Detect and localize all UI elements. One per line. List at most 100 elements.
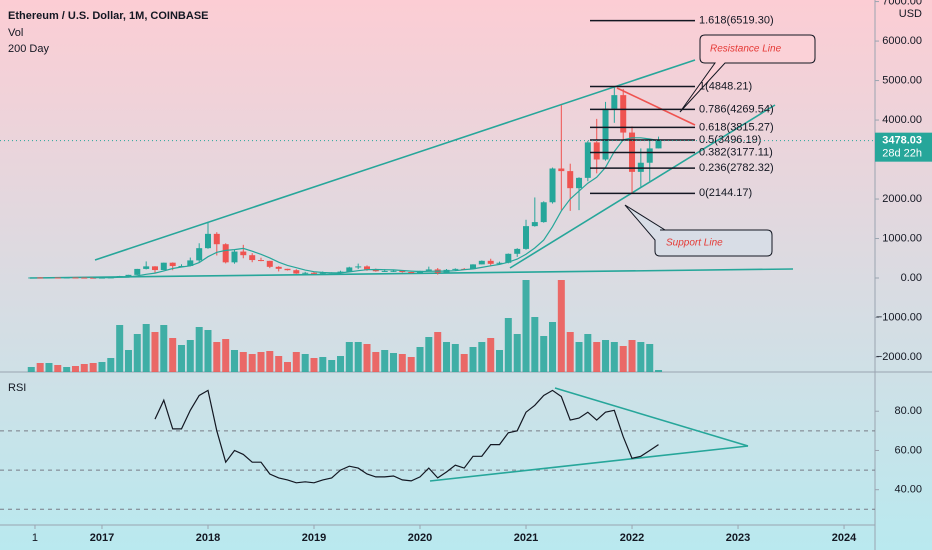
- volume-bar: [610, 342, 618, 372]
- volume-bar: [124, 350, 132, 372]
- volume-bar: [222, 339, 230, 372]
- candle-body: [364, 266, 371, 270]
- candle-body: [231, 251, 238, 263]
- volume-bar: [575, 342, 583, 372]
- candle-body: [478, 260, 485, 265]
- volume-bar: [54, 365, 62, 372]
- rsi-tick-label: 40.00: [894, 484, 922, 496]
- x-tick-label: 2018: [196, 532, 220, 544]
- candle-body: [620, 95, 627, 133]
- fib-label: 0.618(3815.27): [699, 121, 774, 133]
- candle-body: [81, 277, 88, 279]
- candle-body: [470, 264, 477, 270]
- fib-label: 0.5(3496.19): [699, 134, 761, 146]
- candle-body: [45, 277, 52, 279]
- candle-body: [593, 142, 600, 160]
- fib-label: 0.236(2782.32): [699, 162, 774, 174]
- rsi-title: RSI: [8, 382, 26, 394]
- volume-bar: [655, 370, 663, 372]
- volume-bar: [425, 337, 433, 372]
- candle-body: [302, 272, 309, 274]
- candle-body: [523, 226, 530, 249]
- volume-bar: [169, 338, 177, 372]
- price-tag-value: 3478.03: [882, 135, 922, 147]
- candle-body: [187, 260, 194, 266]
- volume-bar: [89, 363, 97, 372]
- volume-bar: [133, 334, 141, 372]
- volume-bar: [71, 366, 79, 372]
- callout-box: [624, 204, 773, 257]
- y-tick-label: 5000.00: [882, 74, 922, 86]
- candle-body: [655, 140, 662, 149]
- y-tick-label: 4000.00: [882, 114, 922, 126]
- candle-body: [240, 251, 247, 256]
- x-tick-label: 2019: [302, 532, 326, 544]
- volume-bar: [177, 345, 185, 372]
- callout-box: [679, 34, 816, 113]
- x-tick-label: 2017: [90, 532, 114, 544]
- rsi-trend-line: [554, 387, 749, 447]
- volume-bar: [36, 363, 44, 372]
- candle-body: [310, 272, 317, 274]
- volume-bar: [381, 350, 389, 372]
- candle-body: [540, 202, 547, 223]
- volume-bar: [451, 344, 459, 372]
- volume-bar: [540, 336, 548, 372]
- legend-volume: Vol: [8, 27, 23, 39]
- volume-bar: [151, 332, 159, 372]
- ma-line: [93, 137, 659, 279]
- x-tick-label: 2024: [832, 532, 857, 544]
- candle-body: [355, 266, 362, 268]
- rsi-line: [154, 389, 659, 484]
- candle-body: [63, 277, 70, 279]
- volume-bar: [142, 324, 150, 372]
- x-tick-label: 2022: [620, 532, 644, 544]
- volume-bar: [328, 360, 336, 372]
- candle-body: [425, 269, 432, 271]
- candle-body: [637, 162, 644, 172]
- candle-body: [584, 142, 591, 178]
- candle-body: [213, 233, 220, 245]
- y-tick-label: 7000.00: [882, 0, 922, 7]
- volume-bar: [460, 354, 468, 372]
- candle-body: [319, 272, 326, 274]
- candle-body: [134, 268, 141, 275]
- candle-body: [222, 244, 229, 263]
- volume-bar: [204, 330, 212, 372]
- volume-bar: [257, 352, 265, 372]
- candle-body: [611, 95, 618, 109]
- candle-body: [72, 277, 79, 279]
- candle-body: [487, 260, 494, 264]
- volume-bar: [230, 350, 238, 372]
- y-tick-label: 2000.00: [882, 193, 922, 205]
- candle-body: [576, 177, 583, 189]
- y-tick-label: 1000.00: [882, 232, 922, 244]
- volume-bar: [416, 347, 424, 372]
- volume-bar: [628, 340, 636, 372]
- trend-line: [29, 268, 794, 279]
- candle-body: [249, 255, 256, 261]
- volume-bar: [522, 280, 530, 372]
- fib-label: 0(2144.17): [699, 187, 752, 199]
- volume-bar: [443, 342, 451, 372]
- x-tick-label: 2020: [408, 532, 432, 544]
- y-tick-label: −1000.00: [876, 311, 922, 323]
- volume-bar: [602, 340, 610, 372]
- candle-body: [372, 269, 379, 272]
- legend-ma: 200 Day: [8, 43, 49, 55]
- volume-bar: [310, 358, 318, 372]
- candle-body: [381, 270, 388, 272]
- candle-body: [558, 168, 565, 172]
- chart-title: Ethereum / U.S. Dollar, 1M, COINBASE: [8, 10, 209, 22]
- candle-body: [452, 268, 459, 270]
- candle-body: [293, 270, 300, 274]
- volume-bar: [337, 356, 345, 372]
- volume-bar: [407, 357, 415, 372]
- candle-body: [125, 274, 132, 277]
- volume-bar: [566, 332, 574, 372]
- candle-body: [257, 260, 264, 262]
- volume-bar: [504, 318, 512, 372]
- rsi-trend-line: [429, 445, 749, 482]
- volume-bar: [275, 356, 283, 372]
